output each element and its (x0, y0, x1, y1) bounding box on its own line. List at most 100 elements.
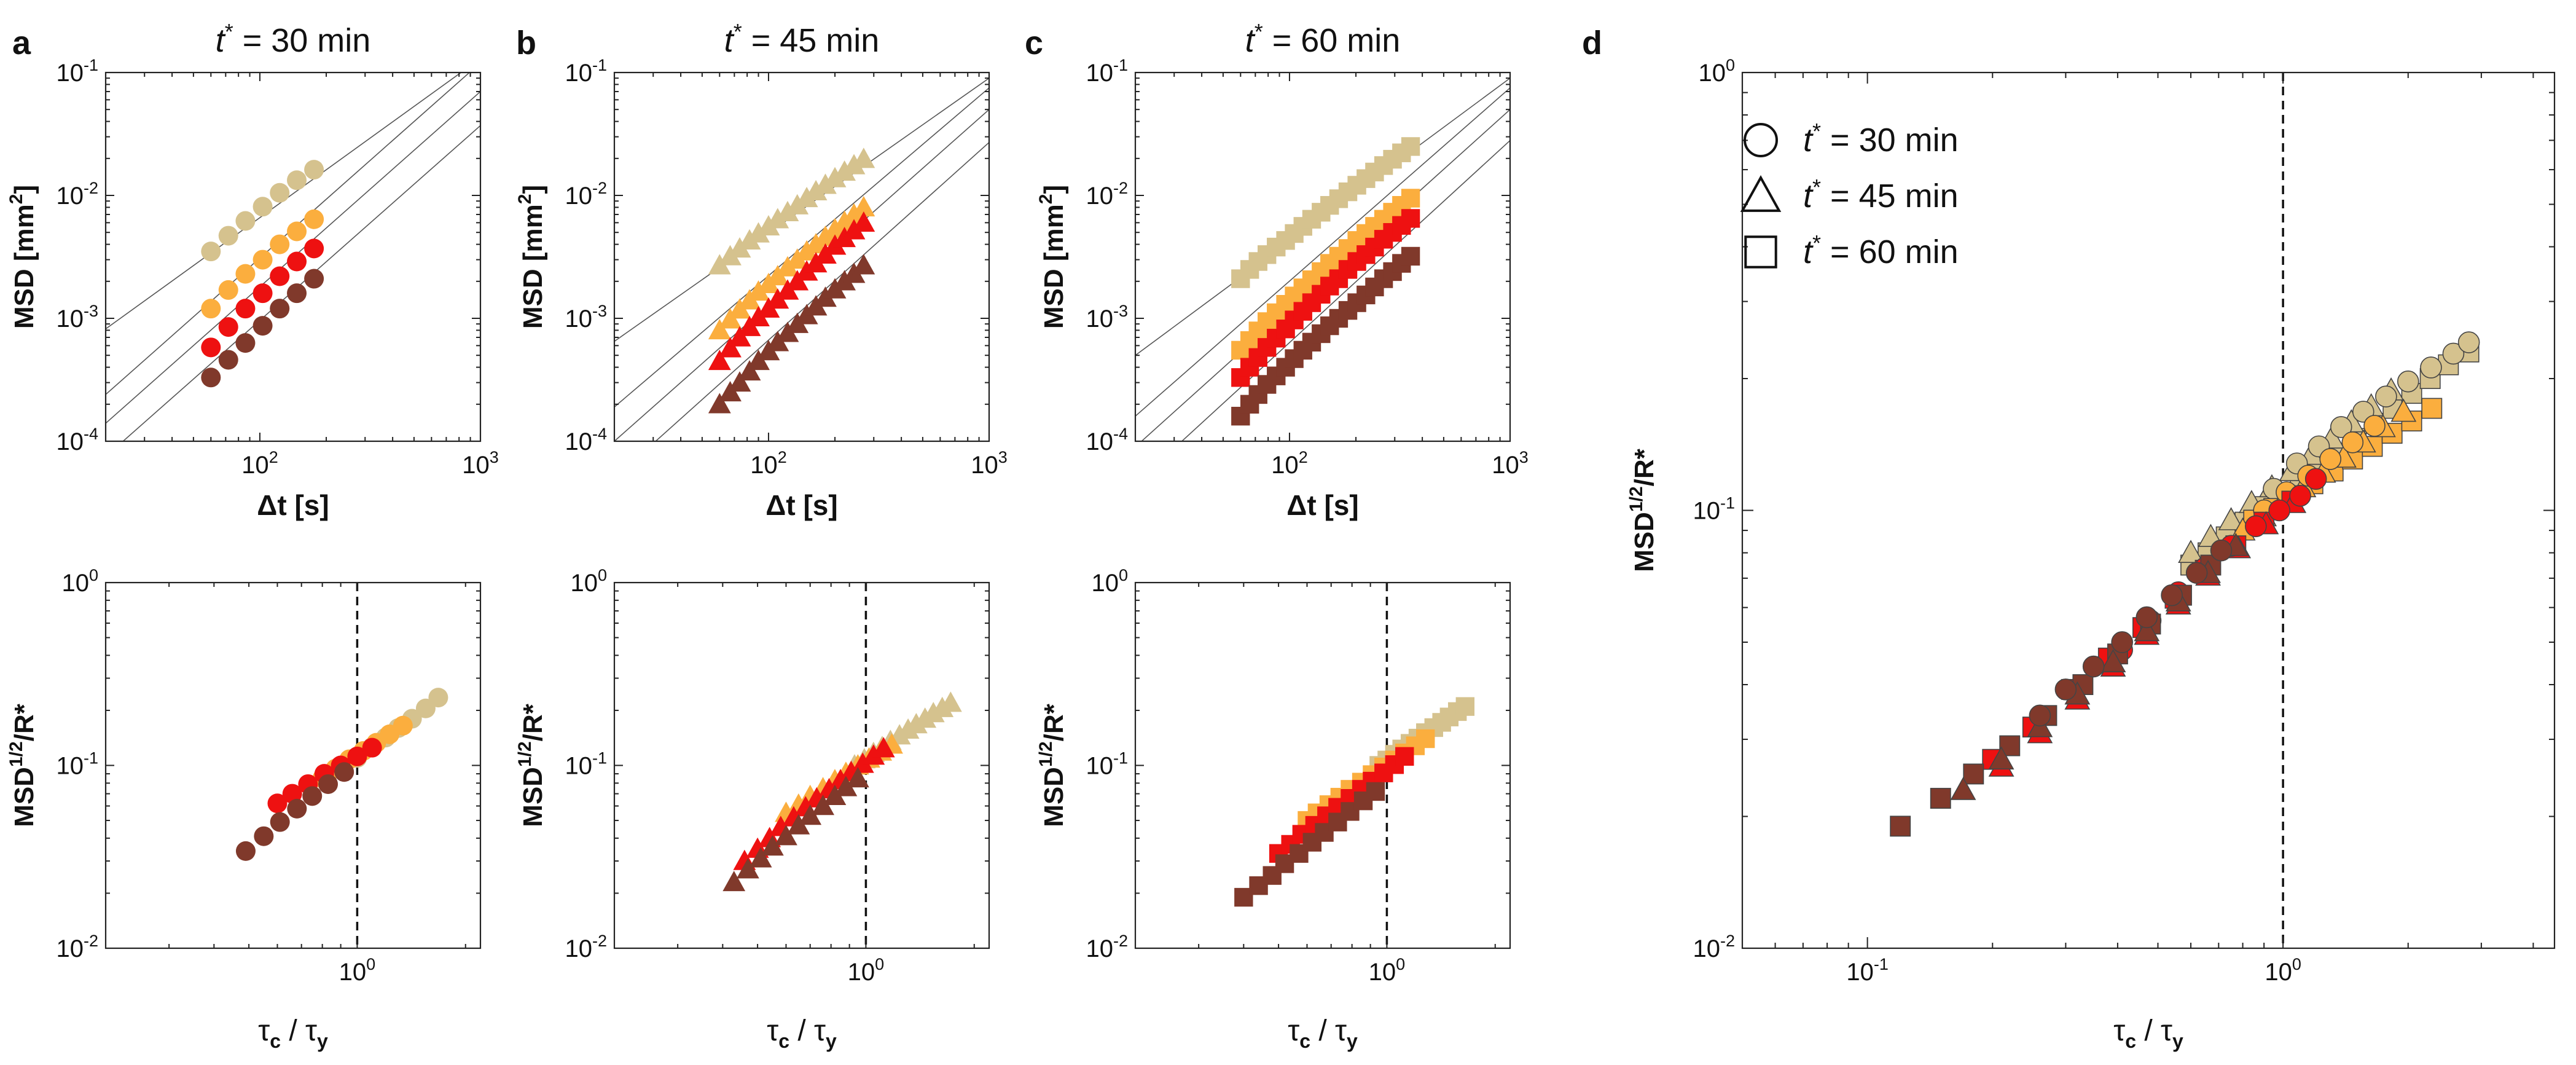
data-point-brown-6 (334, 762, 354, 782)
data-point-beige-3 (253, 197, 273, 217)
data-point-brown-3 (287, 798, 307, 819)
y-axis-label: MSD1/2/R* (6, 703, 39, 827)
y-tick-label: 10-2 (1086, 932, 1128, 962)
x-tick-label: 10-1 (1846, 955, 1889, 986)
data-point-red-15 (852, 211, 875, 232)
x-tick-label: 103 (462, 448, 499, 479)
data-point-brown-square-0 (1890, 815, 1911, 837)
y-tick-label: 10-1 (1086, 749, 1128, 780)
data-point-brown-2 (728, 371, 751, 392)
y-tick-label: 10-3 (56, 302, 98, 332)
chart-b_bottom: 100 10-2 10-1 100 τc / τy MSD1/2/R* (515, 566, 990, 1052)
x-axis-label: τc / τy (1288, 1015, 1358, 1052)
ticks (106, 582, 480, 949)
data-point-orange-15 (852, 195, 875, 217)
y-tick-label: 10-2 (1693, 932, 1735, 962)
data-point-brown-19 (1401, 246, 1420, 266)
data-point-beige-circle-8 (2442, 342, 2465, 365)
data-point-red-11 (862, 744, 885, 765)
y-tick-label: 10-2 (56, 932, 98, 962)
data-point-brown-3 (738, 360, 761, 381)
panel-label: d (1582, 25, 1602, 61)
data-point-red-0 (267, 793, 288, 814)
y-tick-label: 10-1 (1693, 494, 1735, 525)
data-point-beige-5 (287, 170, 307, 191)
data-point-brown-triangle-4 (2100, 649, 2126, 673)
data-point-brown-0 (201, 367, 221, 388)
data-point-red-circle-8 (2304, 468, 2327, 490)
y-tick-label: 10-4 (565, 425, 607, 455)
x-axis-label: τc / τy (258, 1015, 328, 1052)
data-point-beige-10 (804, 179, 828, 201)
data-point-brown-square-1 (1930, 788, 1951, 809)
data-point-red-6 (304, 238, 324, 259)
data-point-orange-1 (218, 280, 238, 300)
legend-marker-circle (1744, 123, 1778, 157)
ticks (1135, 72, 1511, 442)
data-point-brown-3 (761, 835, 784, 856)
data-point-brown-triangle-0 (1950, 777, 1976, 800)
data-point-brown-6 (304, 269, 324, 289)
fit-line-4 (1181, 140, 1510, 441)
y-tick-label: 10-1 (565, 749, 607, 780)
data-point-brown-5 (287, 283, 307, 304)
data-point-orange-14 (842, 203, 866, 224)
y-axis-label: MSD1/2/R* (1626, 448, 1659, 572)
data-point-beige-19 (1401, 137, 1420, 156)
data-point-beige-6 (304, 160, 324, 180)
panel-label: a (12, 25, 31, 61)
plot-area (1890, 73, 2480, 948)
y-tick-label: 10-2 (565, 932, 607, 962)
y-axis-label: MSD [mm2] (515, 185, 548, 329)
axes-box (104, 581, 482, 949)
data-point-brown-1 (736, 858, 759, 879)
data-point-brown-1 (254, 826, 274, 846)
data-point-beige-15 (852, 147, 875, 168)
chart-c_bottom: 100 10-2 10-1 100 τc / τy MSD1/2/R* (1036, 566, 1511, 1052)
data-point-brown-circle-5 (2161, 584, 2183, 607)
panel-label: b (516, 25, 536, 61)
data-point-brown-0 (708, 393, 731, 414)
data-point-red-5 (287, 251, 307, 272)
plot-area (1234, 583, 1475, 948)
data-point-red-4 (270, 266, 290, 286)
fit-line-1 (106, 73, 462, 329)
data-point-brown-2 (235, 333, 256, 353)
data-point-beige-6 (766, 208, 789, 229)
data-point-brown-circle-6 (2185, 562, 2208, 584)
data-point-red-19 (1401, 209, 1420, 228)
ticks (614, 72, 990, 442)
panel-title: t* = 60 min (1245, 19, 1401, 59)
data-point-beige-2 (235, 211, 256, 231)
data-point-beige-4 (747, 222, 770, 243)
y-axis-label: MSD [mm2] (6, 185, 39, 329)
legend-label: t* = 30 min (1803, 119, 1959, 159)
data-point-brown-4 (775, 825, 797, 846)
y-tick-label: 10-4 (1086, 425, 1128, 455)
data-point-beige-triangle-2 (2218, 507, 2244, 530)
data-point-brown-0 (235, 841, 256, 861)
data-point-brown-2 (749, 847, 772, 868)
y-tick-label: 100 (1698, 56, 1735, 87)
data-point-brown-2 (270, 812, 290, 832)
y-tick-label: 10-2 (1086, 179, 1128, 210)
data-point-red-0 (201, 337, 221, 358)
y-tick-label: 10-4 (56, 425, 98, 455)
ticks (1742, 72, 2554, 949)
legend-marker-square (1744, 235, 1777, 269)
data-point-red-1 (719, 337, 742, 358)
y-tick-label: 10-1 (565, 56, 607, 87)
data-point-orange-19 (1401, 189, 1420, 208)
axes-box (1134, 581, 1511, 949)
data-point-beige-11 (1455, 697, 1475, 716)
y-axis-label: MSD1/2/R* (515, 703, 548, 827)
chart-b_top: 102 103 10-4 10-3 10-2 10-1 Δt [s] MSD [mm2] t* … (515, 19, 1008, 521)
data-point-beige-triangle-0 (2178, 540, 2204, 563)
data-point-red-5 (347, 746, 367, 766)
data-point-beige-circle-5 (2375, 385, 2397, 407)
data-point-orange-0 (708, 318, 731, 340)
x-tick-label: 102 (750, 448, 787, 479)
legend-marker-triangle (1740, 175, 1782, 212)
data-point-red-circle-6 (2268, 499, 2290, 522)
